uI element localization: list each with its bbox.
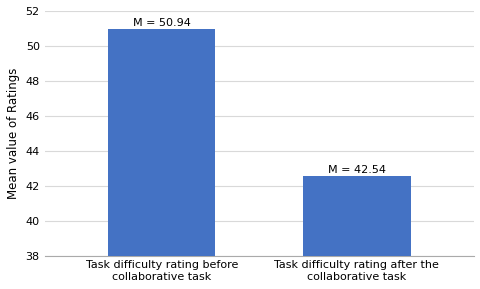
Y-axis label: Mean value of Ratings: Mean value of Ratings: [7, 68, 20, 199]
Text: M = 50.94: M = 50.94: [132, 18, 190, 28]
Bar: [108, 29, 215, 255]
Bar: [302, 176, 410, 255]
Text: M = 42.54: M = 42.54: [327, 165, 385, 175]
